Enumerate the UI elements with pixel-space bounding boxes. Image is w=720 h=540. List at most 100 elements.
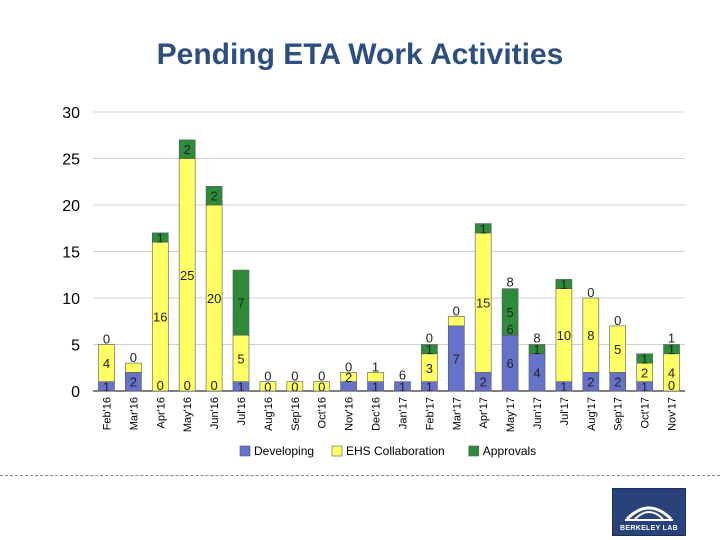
x-tick-label: Feb'17 bbox=[424, 397, 436, 430]
data-label: 0 bbox=[130, 350, 137, 365]
legend: Developing EHS Collaboration Approvals bbox=[239, 444, 536, 458]
data-label: 1 bbox=[533, 342, 540, 357]
x-tick-label: Aug'16 bbox=[263, 397, 275, 431]
data-label: 7 bbox=[453, 351, 460, 366]
data-label: 5 bbox=[237, 351, 244, 366]
bar-segment bbox=[151, 232, 169, 243]
data-label: 15 bbox=[476, 296, 490, 311]
data-label: 1 bbox=[157, 231, 164, 246]
data-label: 4 bbox=[103, 356, 110, 371]
bar-segment bbox=[367, 372, 384, 382]
data-label: 2 bbox=[641, 365, 648, 380]
bar-segment bbox=[582, 297, 600, 373]
data-label: 1 bbox=[237, 379, 244, 394]
data-label: 0 bbox=[264, 369, 271, 384]
data-label: 25 bbox=[180, 268, 194, 283]
data-label: 6 bbox=[399, 368, 406, 383]
x-tick-label: Dec'16 bbox=[371, 397, 383, 431]
data-label: 0 bbox=[318, 369, 325, 384]
x-tick-label: Jul'17 bbox=[559, 397, 571, 425]
y-tick-label: 0 bbox=[71, 384, 80, 401]
data-label: 3 bbox=[426, 361, 433, 376]
data-label: 7 bbox=[237, 296, 244, 311]
x-tick-label: Mar'17 bbox=[451, 397, 463, 430]
y-tick-label: 10 bbox=[62, 291, 80, 308]
x-tick-label: Aug'17 bbox=[586, 397, 598, 431]
data-label: 1 bbox=[641, 379, 648, 394]
y-axis-ticks: 0 5 10 15 20 25 30 bbox=[62, 105, 80, 401]
chart-title: Pending ETA Work Activities bbox=[156, 38, 564, 71]
data-label: 1 bbox=[480, 221, 487, 236]
data-label: 8 bbox=[533, 331, 540, 346]
bar-segment bbox=[98, 344, 115, 383]
data-label: 1 bbox=[103, 379, 110, 394]
data-label: 2 bbox=[210, 189, 217, 204]
bar-segment bbox=[421, 344, 438, 355]
legend-label: Developing bbox=[254, 444, 314, 458]
x-tick-label: Sep'17 bbox=[613, 397, 625, 431]
data-label: 1 bbox=[668, 342, 675, 357]
data-label: 0 bbox=[426, 331, 433, 346]
data-label: 1 bbox=[399, 379, 406, 394]
y-tick-label: 20 bbox=[62, 198, 80, 215]
data-label: 2 bbox=[587, 375, 594, 390]
data-label: 0 bbox=[345, 359, 352, 374]
data-label: 6 bbox=[506, 356, 513, 371]
lab-building-icon bbox=[625, 506, 673, 521]
data-label: 0 bbox=[291, 379, 298, 394]
x-tick-label: Jun'17 bbox=[532, 397, 544, 429]
x-tick-label: Nov'17 bbox=[667, 397, 679, 431]
x-tick-label: Jul'16 bbox=[236, 397, 248, 425]
data-label: 10 bbox=[557, 328, 571, 343]
data-label: 1 bbox=[641, 351, 648, 366]
bar-segment bbox=[259, 381, 277, 392]
data-label: 2 bbox=[345, 370, 352, 385]
bar-segment bbox=[394, 381, 411, 392]
data-label: 16 bbox=[153, 310, 167, 325]
bar-segment bbox=[286, 381, 304, 392]
data-label: 5 bbox=[614, 342, 621, 357]
legend-swatch bbox=[331, 445, 343, 457]
bar-segment bbox=[125, 362, 142, 373]
x-axis-ticks: Feb'16 Mar'16 Apr'16 May'16 Jun'16 Jul'16 Aug'… bbox=[101, 397, 678, 432]
x-tick-label: Jun'16 bbox=[209, 397, 221, 429]
data-label: 2 bbox=[614, 375, 621, 390]
x-tick-label: Jan'17 bbox=[397, 397, 409, 429]
data-label: 0 bbox=[157, 378, 164, 393]
data-label: 4 bbox=[668, 365, 675, 380]
data-label: 8 bbox=[587, 328, 594, 343]
data-label: 8 bbox=[506, 275, 513, 290]
data-label: 1 bbox=[560, 277, 567, 292]
legend-label: EHS Collaboration bbox=[346, 444, 445, 458]
bar-segment bbox=[232, 269, 250, 336]
legend-label: Approvals bbox=[483, 444, 536, 458]
data-label: 1 bbox=[668, 331, 675, 346]
data-label: 0 bbox=[587, 285, 594, 300]
x-tick-label: Oct'16 bbox=[317, 397, 329, 428]
data-label: 1 bbox=[426, 342, 433, 357]
data-label: 5 bbox=[506, 305, 513, 320]
x-tick-label: Apr'17 bbox=[478, 397, 490, 428]
data-label: 0 bbox=[184, 378, 191, 393]
bar-segment bbox=[313, 381, 331, 392]
data-label: 2 bbox=[184, 142, 191, 157]
data-label: 1 bbox=[426, 379, 433, 394]
bar-segment bbox=[501, 288, 519, 336]
data-label: 0 bbox=[264, 379, 271, 394]
bars bbox=[98, 139, 680, 392]
bar-segment bbox=[555, 279, 573, 289]
x-tick-label: Sep'16 bbox=[290, 397, 302, 431]
x-tick-label: May'17 bbox=[505, 397, 517, 432]
legend-swatch bbox=[468, 445, 480, 457]
bar-segment bbox=[663, 344, 680, 355]
bar-segment bbox=[447, 316, 465, 327]
data-label: 0 bbox=[210, 378, 217, 393]
berkeley-lab-logo: BERKELEY LAB bbox=[612, 488, 686, 536]
data-label: 4 bbox=[533, 365, 540, 380]
data-label: 1 bbox=[560, 379, 567, 394]
y-tick-label: 30 bbox=[62, 105, 80, 122]
bar-segment bbox=[474, 223, 492, 234]
x-tick-label: Apr'16 bbox=[155, 397, 167, 428]
